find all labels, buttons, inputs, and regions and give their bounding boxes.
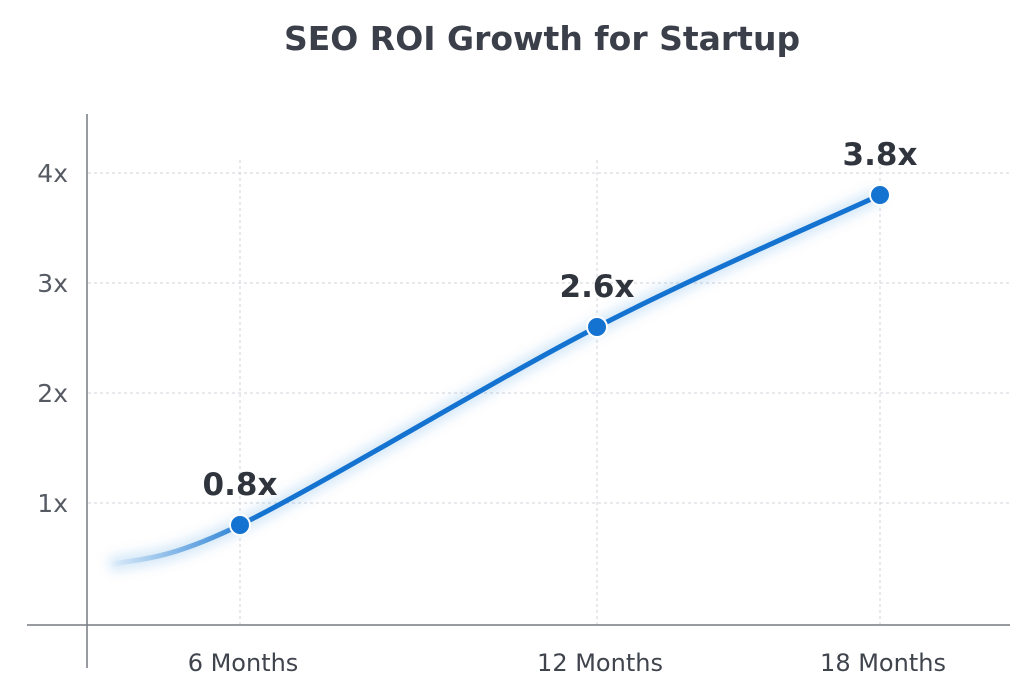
data-label: 3.8x (843, 137, 918, 173)
y-tick-label: 4x (37, 159, 68, 188)
x-tick-label: 12 Months (537, 649, 663, 677)
x-tick-label: 6 Months (188, 649, 299, 677)
gridlines (88, 160, 1010, 625)
data-labels: 0.8x 2.6x 3.8x (203, 137, 918, 503)
data-points (229, 184, 891, 536)
data-point (869, 184, 891, 206)
data-point (586, 316, 608, 338)
data-label: 2.6x (560, 269, 635, 305)
y-tick-labels: 1x 2x 3x 4x (37, 159, 68, 518)
data-label: 0.8x (203, 467, 278, 503)
y-tick-label: 1x (37, 489, 68, 518)
y-tick-label: 3x (37, 269, 68, 298)
chart-title: SEO ROI Growth for Startup (284, 19, 800, 58)
series-line (107, 192, 883, 568)
x-tick-labels: 6 Months 12 Months 18 Months (188, 649, 946, 677)
data-point (229, 514, 251, 536)
x-tick-label: 18 Months (820, 649, 946, 677)
y-tick-label: 2x (37, 379, 68, 408)
